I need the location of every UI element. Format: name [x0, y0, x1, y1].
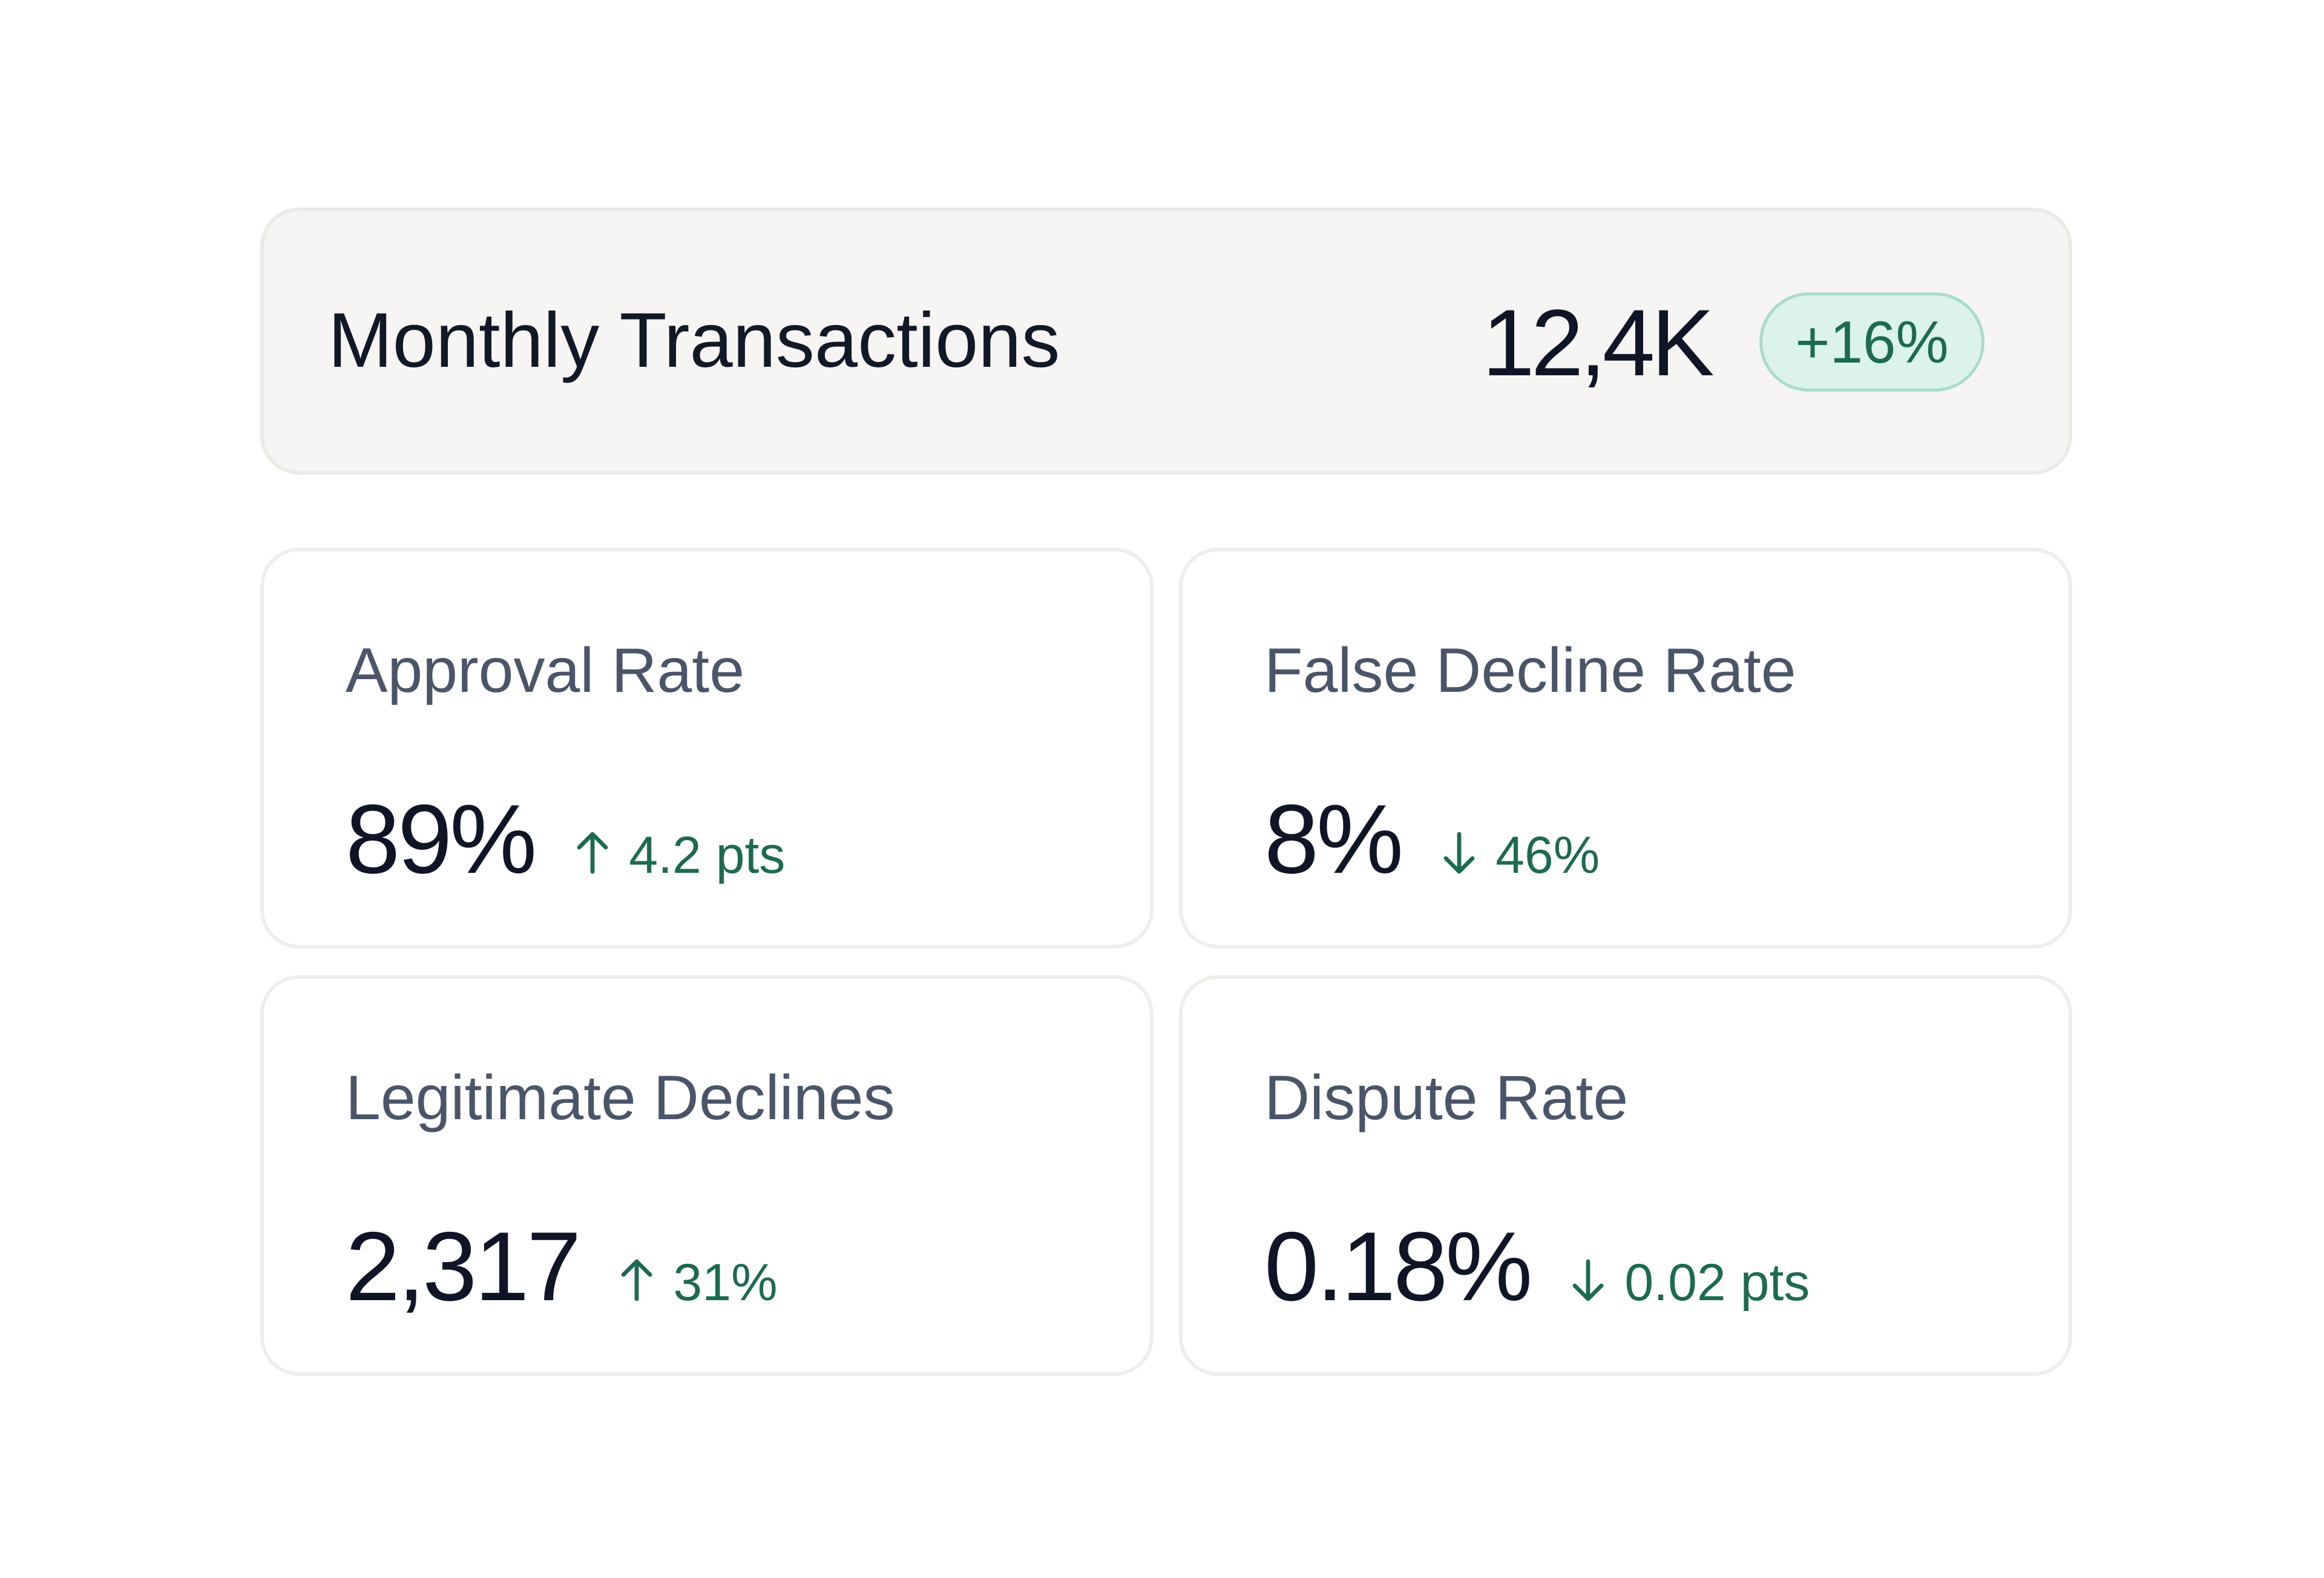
delta-value: 0.02 pts — [1624, 1254, 1810, 1312]
card-title: Monthly Transactions — [328, 297, 1060, 384]
metric-row: 89% 4.2 pts — [346, 791, 785, 889]
metric-card-approval-rate: Approval Rate 89% 4.2 pts — [260, 548, 1154, 948]
transactions-value: 12,4K — [1482, 291, 1715, 396]
metric-row: 8% 46% — [1264, 791, 1600, 889]
arrow-up-icon — [574, 830, 611, 875]
metric-label: Approval Rate — [346, 636, 745, 706]
metric-delta: 4.2 pts — [574, 828, 785, 881]
metric-delta: 0.02 pts — [1570, 1255, 1810, 1309]
metric-label: Dispute Rate — [1264, 1063, 1629, 1133]
metric-card-false-decline-rate: False Decline Rate 8% 46% — [1179, 548, 2072, 948]
arrow-up-icon — [619, 1258, 655, 1303]
metric-delta: 46% — [1441, 828, 1600, 881]
metric-row: 0.18% 0.02 pts — [1264, 1218, 1810, 1316]
metric-card-dispute-rate: Dispute Rate 0.18% 0.02 pts — [1179, 975, 2072, 1376]
metric-value: 89% — [346, 784, 537, 894]
metric-label: False Decline Rate — [1264, 636, 1796, 706]
arrow-down-icon — [1441, 830, 1477, 875]
delta-value: 46% — [1495, 826, 1600, 884]
metric-value: 0.18% — [1264, 1212, 1532, 1321]
metric-row: 2,317 31% — [346, 1218, 778, 1316]
monthly-transactions-card: Monthly Transactions 12,4K +16% — [260, 208, 2072, 475]
metric-label: Legitimate Declines — [346, 1063, 895, 1133]
metric-delta: 31% — [619, 1254, 778, 1312]
change-badge: +16% — [1759, 292, 1984, 392]
metric-value: 8% — [1264, 784, 1403, 894]
metric-card-legitimate-declines: Legitimate Declines 2,317 31% — [260, 975, 1154, 1376]
arrow-down-icon — [1570, 1258, 1606, 1303]
metric-value: 2,317 — [346, 1212, 581, 1321]
delta-value: 4.2 pts — [629, 826, 786, 884]
delta-value: 31% — [673, 1254, 778, 1312]
